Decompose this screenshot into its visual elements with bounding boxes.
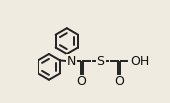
Text: O: O: [114, 75, 124, 88]
Text: S: S: [97, 55, 105, 68]
Text: OH: OH: [130, 55, 149, 68]
Text: O: O: [77, 75, 87, 88]
Text: N: N: [67, 55, 76, 68]
